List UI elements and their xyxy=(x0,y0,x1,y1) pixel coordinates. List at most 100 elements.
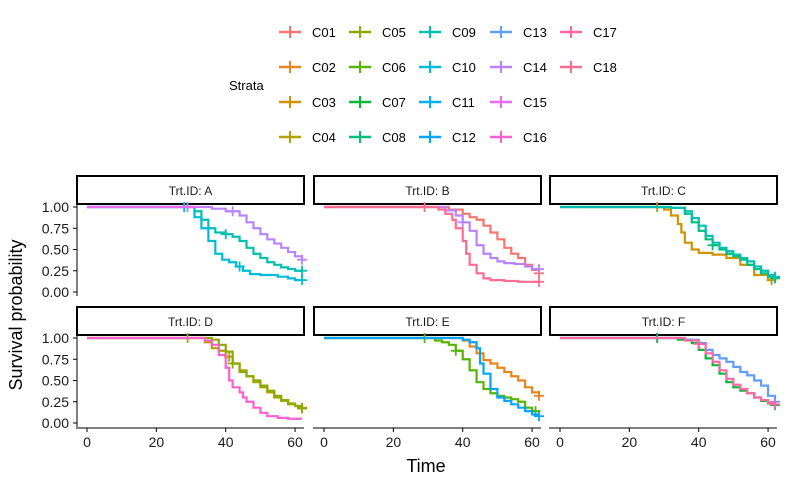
km-curve-c01 xyxy=(324,205,541,274)
km-series-c15 xyxy=(87,205,200,209)
legend-label: C16 xyxy=(523,130,547,145)
censor-mark xyxy=(227,358,238,369)
km-series-c05 xyxy=(87,336,307,414)
axis-labels: Time Survival probability xyxy=(6,239,446,476)
km-curve-c05 xyxy=(87,336,304,409)
legend-key-c18: C18 xyxy=(560,60,617,75)
km-series-c12 xyxy=(324,336,544,422)
facet-panel-4: Trt.ID: D 0.00 0.25 0.50 0.75 1.00 0 20 40 60 xyxy=(42,306,307,450)
x-tick-label: 20 xyxy=(622,434,638,450)
x-tick-label: 60 xyxy=(524,434,540,450)
facet-panel-3: Trt.ID: C xyxy=(549,175,780,286)
km-curve-c08 xyxy=(560,205,777,279)
km-series-c10 xyxy=(87,202,307,286)
facet-panel-1: Trt.ID: A 0.00 0.25 0.50 0.75 1.00 xyxy=(42,175,307,300)
legend-key-c02: C02 xyxy=(279,60,336,75)
km-curve-c04 xyxy=(87,336,304,408)
facet-strip xyxy=(76,175,305,205)
km-curve-c12 xyxy=(324,336,541,417)
legend-label: C06 xyxy=(382,60,406,75)
legend-label: C02 xyxy=(312,60,336,75)
km-curve-c18 xyxy=(324,205,539,283)
legend-label: C13 xyxy=(523,25,547,40)
facet-panel-2: Trt.ID: B xyxy=(313,175,544,287)
y-tick-label: 1.00 xyxy=(42,330,69,346)
km-curve-c15 xyxy=(87,205,200,209)
y-tick-label: 0.75 xyxy=(42,220,69,236)
km-curve-c10 xyxy=(87,205,302,282)
km-series-c13 xyxy=(560,336,780,407)
y-tick-label: 0.50 xyxy=(42,373,69,389)
km-curve-c06 xyxy=(324,336,539,413)
censor-mark xyxy=(220,229,231,240)
legend-label: C04 xyxy=(312,130,336,145)
legend-key-c01: C01 xyxy=(279,25,336,40)
censor-mark xyxy=(297,254,307,265)
legend-label: C17 xyxy=(593,25,617,40)
facet-strip xyxy=(313,306,542,336)
km-series-c17 xyxy=(560,336,780,410)
facet-strip xyxy=(549,306,778,336)
x-tick-label: 60 xyxy=(760,434,776,450)
km-curve-c02 xyxy=(324,336,541,396)
legend-label: C15 xyxy=(523,95,547,110)
km-series-c01 xyxy=(324,202,544,279)
facet-panel-5: Trt.ID: E 0 20 40 60 xyxy=(313,306,544,450)
y-tick-label: 0.50 xyxy=(42,242,69,258)
x-tick-label: 0 xyxy=(320,434,328,450)
censor-mark xyxy=(770,399,780,410)
legend-key-c17: C17 xyxy=(560,25,617,40)
km-curve-c03 xyxy=(560,205,777,282)
km-curve-c14 xyxy=(324,205,539,271)
legend-key-c10: C10 xyxy=(419,60,476,75)
facet-strip-label: Trt.ID: F xyxy=(642,315,686,329)
legend-label: C12 xyxy=(452,130,476,145)
legend: Strata C01 C02 C03 C04 C05 C06 C07 C08 C09 C10 C11… xyxy=(229,25,617,145)
km-series-c04 xyxy=(87,333,307,413)
y-tick-label: 0.00 xyxy=(42,415,69,431)
censor-mark xyxy=(534,390,544,401)
km-curve-c09 xyxy=(87,205,302,272)
x-tick-label: 40 xyxy=(218,434,234,450)
legend-label: C01 xyxy=(312,25,336,40)
legend-key-c05: C05 xyxy=(349,25,406,40)
y-axis-label: Survival probability xyxy=(6,239,26,390)
x-tick-label: 40 xyxy=(455,434,471,450)
legend-label: C03 xyxy=(312,95,336,110)
legend-key-c09: C09 xyxy=(419,25,476,40)
facet-strip-label: Trt.ID: E xyxy=(405,315,449,329)
legend-label: C10 xyxy=(452,60,476,75)
legend-key-c14: C14 xyxy=(490,60,547,75)
km-curve-c09 xyxy=(560,205,777,277)
legend-key-c15: C15 xyxy=(490,95,547,110)
legend-label: C07 xyxy=(382,95,406,110)
legend-key-c08: C08 xyxy=(349,130,406,145)
x-tick-label: 40 xyxy=(691,434,707,450)
km-curve-c14 xyxy=(87,205,304,260)
y-tick-label: 0.25 xyxy=(42,394,69,410)
censor-mark xyxy=(534,264,544,275)
km-curve-c16 xyxy=(87,336,302,420)
censor-mark xyxy=(534,411,544,422)
censor-mark xyxy=(234,261,245,272)
censor-mark xyxy=(770,271,780,282)
legend-label: C09 xyxy=(452,25,476,40)
facet-strip-label: Trt.ID: A xyxy=(169,184,213,198)
censor-mark xyxy=(693,338,704,349)
facet-strip xyxy=(76,306,305,336)
km-series-c03 xyxy=(560,202,777,286)
censor-mark xyxy=(297,265,307,276)
legend-key-c06: C06 xyxy=(349,60,406,75)
y-tick-label: 0.75 xyxy=(42,351,69,367)
km-series-c08 xyxy=(560,205,780,284)
facet-strip-label: Trt.ID: D xyxy=(168,315,213,329)
legend-label: C18 xyxy=(593,60,617,75)
legend-key-c07: C07 xyxy=(349,95,406,110)
facet-strip-label: Trt.ID: B xyxy=(405,184,449,198)
censor-mark xyxy=(297,275,307,286)
x-tick-label: 20 xyxy=(149,434,165,450)
facet-strip-label: Trt.ID: C xyxy=(641,184,686,198)
facet-panel-6: Trt.ID: F 0 20 40 60 xyxy=(549,306,780,450)
